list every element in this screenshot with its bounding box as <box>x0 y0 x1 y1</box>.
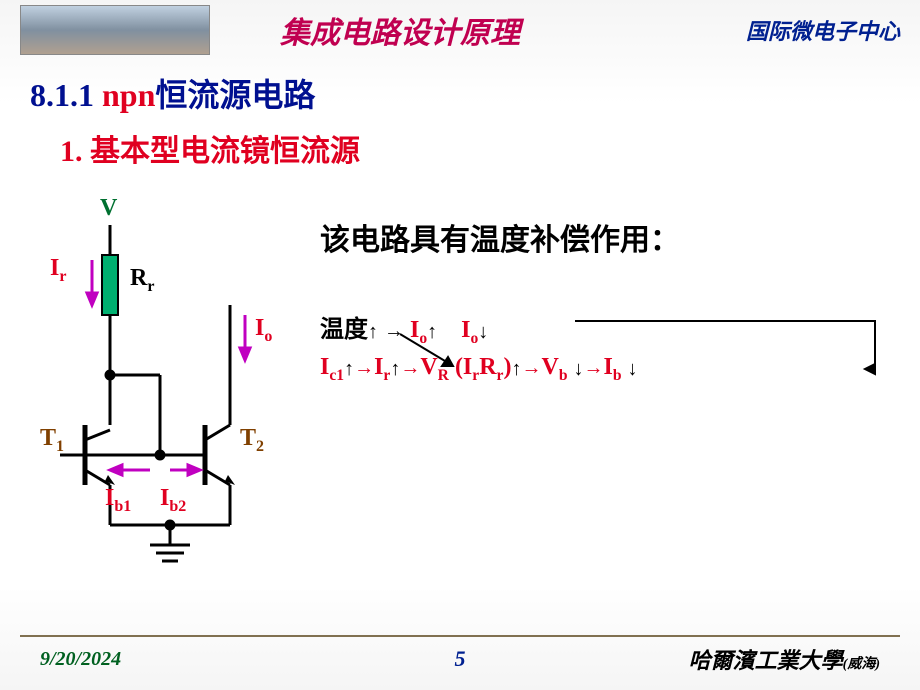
header-building-image <box>20 5 210 55</box>
description-line: 该电路具有温度补偿作用： <box>320 215 890 259</box>
flow-Ib: I <box>604 354 613 380</box>
slide-title: 集成电路设计原理 <box>280 8 520 52</box>
slide-content: 8.1.1 npn恒流源电路 1. 基本型电流镜恒流源 <box>0 60 920 585</box>
footer-divider <box>20 635 900 637</box>
section-number: 8.1.1 <box>30 77 102 113</box>
label-Ir: I <box>50 255 59 281</box>
label-V: V <box>100 195 118 221</box>
footer-university: 哈爾濱工業大學(威海) <box>689 643 880 675</box>
svg-text:Rr: Rr <box>130 265 154 295</box>
label-Rr: R <box>130 265 148 291</box>
flow-VR: V <box>420 354 437 380</box>
slide-footer: 9/20/2024 5 哈爾濱工業大學(威海) <box>0 643 920 675</box>
footer-date: 9/20/2024 <box>40 648 121 671</box>
flow-Ic1: I <box>320 354 329 380</box>
compensation-flow: 温度↑ → Io↑ Io↓ <box>320 309 890 429</box>
section-title: 8.1.1 npn恒流源电路 <box>30 70 890 116</box>
svg-text:Ir: Ir <box>50 255 66 285</box>
flow-Ir: I <box>374 354 383 380</box>
flow-Vb: V <box>541 354 558 380</box>
svg-text:V: V <box>100 195 118 221</box>
explanation-column: 该电路具有温度补偿作用： 温度↑ → Io↑ Io↓ <box>320 185 890 585</box>
label-Io: I <box>255 315 264 341</box>
circuit-diagram: V Ir Rr Io T1 T2 Ib1 Ib2 <box>30 185 290 585</box>
slide-header: 集成电路设计原理 国际微电子中心 <box>0 0 920 60</box>
label-T1: T <box>40 425 56 451</box>
svg-text:T1: T1 <box>40 425 64 455</box>
label-T2: T <box>240 425 256 451</box>
label-Ib2: I <box>160 485 169 511</box>
svg-text:Ib1: Ib1 <box>105 485 131 515</box>
footer-page-number: 5 <box>455 646 466 672</box>
svg-text:T2: T2 <box>240 425 264 455</box>
section-subtitle: 1. 基本型电流镜恒流源 <box>60 126 890 170</box>
label-Ib1: I <box>105 485 114 511</box>
slide-header-right: 国际微电子中心 <box>746 14 900 46</box>
section-npn: npn <box>102 77 155 113</box>
svg-text:Ib2: Ib2 <box>160 485 186 515</box>
current-mirror-svg: V Ir Rr Io T1 T2 Ib1 Ib2 <box>30 185 290 585</box>
section-rest: 恒流源电路 <box>155 77 315 113</box>
svg-text:Io: Io <box>255 315 272 345</box>
main-area: V Ir Rr Io T1 T2 Ib1 Ib2 该电路具有温度补偿作用： 温度… <box>30 185 890 585</box>
